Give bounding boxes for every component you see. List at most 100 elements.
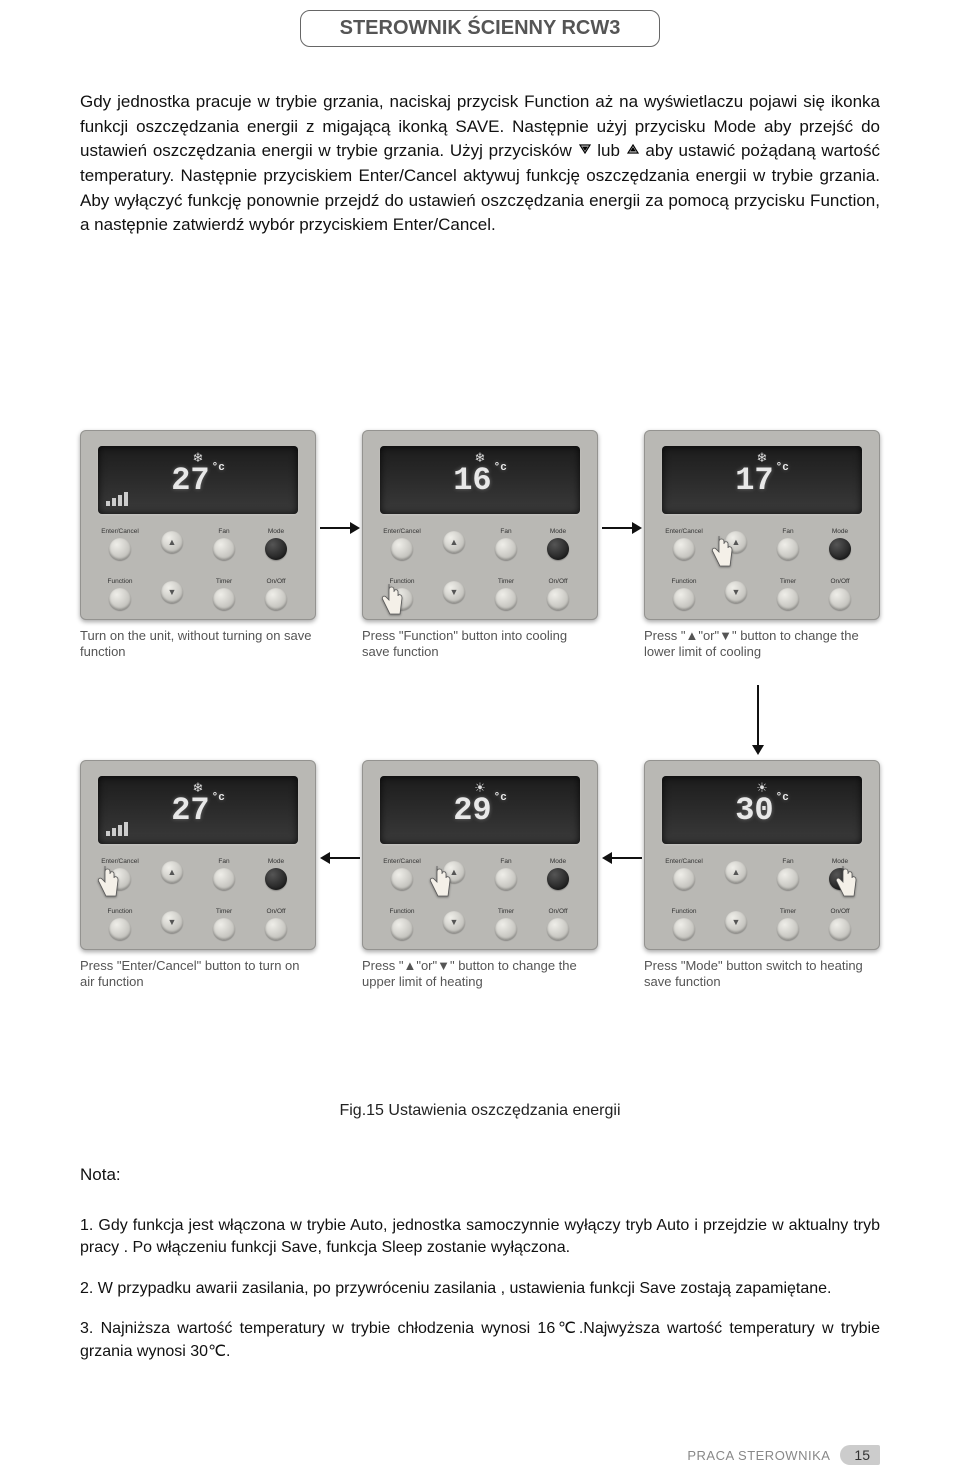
button-circle bbox=[109, 868, 131, 890]
controller-button: On/Off bbox=[254, 908, 298, 940]
page-header: STEROWNIK ŚCIENNY RCW3 bbox=[300, 10, 660, 47]
controller-button: ▲ bbox=[714, 858, 758, 890]
button-label: On/Off bbox=[266, 908, 285, 915]
panel-caption: Press "Function" button into cooling sav… bbox=[362, 628, 598, 661]
lcd-temp: 30 bbox=[735, 792, 789, 829]
controller-button: Fan bbox=[766, 528, 810, 560]
panel-caption: Press "Enter/Cancel" button to turn on a… bbox=[80, 958, 316, 991]
button-label: Mode bbox=[550, 858, 566, 865]
controller-button: On/Off bbox=[818, 908, 862, 940]
intro-text-b: lub bbox=[597, 141, 625, 160]
controller-image: ☀ 30 Enter/Cancel▲FanMode Function▼Timer… bbox=[644, 760, 880, 950]
panel-caption: Turn on the unit, without turning on sav… bbox=[80, 628, 316, 661]
panel-2: ❄ 16 Enter/Cancel▲FanMode Function▼Timer… bbox=[362, 430, 598, 661]
button-circle: ▼ bbox=[725, 581, 747, 603]
controller-button: Function bbox=[98, 578, 142, 610]
button-circle bbox=[391, 588, 413, 610]
lcd: ❄ 27 bbox=[98, 446, 298, 514]
snowflake-icon: ❄ bbox=[193, 450, 204, 466]
controller-button: Function bbox=[662, 578, 706, 610]
button-circle bbox=[829, 588, 851, 610]
controller-image: ❄ 27 Enter/Cancel▲FanMode Function▼Timer… bbox=[80, 430, 316, 620]
button-label: Function bbox=[672, 908, 697, 915]
controller-button: Function bbox=[380, 578, 424, 610]
button-label: Timer bbox=[780, 578, 796, 585]
nota-body: 1. Gdy funkcja jest włączona w trybie Au… bbox=[80, 1215, 880, 1381]
lcd: ❄ 17 bbox=[662, 446, 862, 514]
controller-button: On/Off bbox=[536, 908, 580, 940]
lcd-temp: 16 bbox=[453, 462, 507, 499]
button-circle bbox=[547, 538, 569, 560]
button-row-1: Enter/Cancel ▲Fan Mode bbox=[380, 528, 580, 560]
lcd: ☀ 30 bbox=[662, 776, 862, 844]
controller-button: Enter/Cancel bbox=[380, 528, 424, 560]
panel-6: ☀ 30 Enter/Cancel▲FanMode Function▼Timer… bbox=[644, 760, 880, 991]
lcd-temp: 29 bbox=[453, 792, 507, 829]
button-circle: ▼ bbox=[443, 581, 465, 603]
controller-button: Fan bbox=[202, 528, 246, 560]
controller-image: ❄ 16 Enter/Cancel▲FanMode Function▼Timer… bbox=[362, 430, 598, 620]
controller-image: ☀ 29 Enter/Cancel▲FanMode Function▼Timer… bbox=[362, 760, 598, 950]
button-label: Fan bbox=[782, 528, 793, 535]
figure-caption: Fig.15 Ustawienia oszczędzania energii bbox=[0, 1102, 960, 1120]
controller-button: Mode bbox=[818, 858, 862, 890]
button-label: On/Off bbox=[830, 908, 849, 915]
arrow-icon bbox=[320, 520, 360, 536]
button-circle bbox=[829, 868, 851, 890]
fan-bars-icon bbox=[106, 822, 128, 836]
button-row-1: Enter/Cancel▲FanMode bbox=[98, 528, 298, 560]
controller-button: ▲ bbox=[432, 528, 476, 560]
button-circle: ▼ bbox=[725, 911, 747, 933]
button-circle bbox=[391, 918, 413, 940]
button-row-2: Function ▼ Timer On/Off bbox=[662, 578, 862, 610]
sun-icon: ☀ bbox=[474, 780, 486, 796]
down-triangle-icon bbox=[578, 139, 592, 164]
page-footer: PRACA STEROWNIKA 15 bbox=[687, 1445, 880, 1465]
button-row-1: Enter/Cancel▲FanMode bbox=[662, 858, 862, 890]
button-label: Enter/Cancel bbox=[383, 858, 421, 865]
controller-button: Enter/Cancel bbox=[380, 858, 424, 890]
button-row-1: Enter/Cancel ▲ Fan Mode bbox=[380, 858, 580, 890]
controller-button: On/Off bbox=[536, 578, 580, 610]
arrow-icon bbox=[750, 685, 766, 755]
button-circle bbox=[495, 868, 517, 890]
button-label: Mode bbox=[832, 858, 848, 865]
controller-button: ▲ bbox=[714, 528, 758, 560]
button-label: Mode bbox=[550, 528, 566, 535]
controller-button: Enter/Cancel bbox=[98, 858, 142, 890]
button-label: Enter/Cancel bbox=[665, 858, 703, 865]
button-label: On/Off bbox=[830, 578, 849, 585]
lcd-temp: 27 bbox=[171, 792, 225, 829]
controller-button: ▲ bbox=[432, 858, 476, 890]
button-label: On/Off bbox=[548, 908, 567, 915]
intro-paragraph: Gdy jednostka pracuje w trybie grzania, … bbox=[80, 90, 880, 238]
controller-button: On/Off bbox=[254, 578, 298, 610]
controller-button: Timer bbox=[766, 578, 810, 610]
button-circle: ▲ bbox=[443, 861, 465, 883]
panel-1: ❄ 27 Enter/Cancel▲FanMode Function▼Timer… bbox=[80, 430, 316, 661]
button-circle bbox=[213, 588, 235, 610]
button-label: Enter/Cancel bbox=[101, 528, 139, 535]
controller-button: ▼ bbox=[432, 908, 476, 940]
controller-button: ▼ bbox=[150, 908, 194, 940]
controller-button: ▼ bbox=[714, 908, 758, 940]
snowflake-icon: ❄ bbox=[475, 450, 486, 466]
controller-button: ▼ bbox=[714, 578, 758, 610]
lcd: ❄ 27 bbox=[98, 776, 298, 844]
controller-button: Fan bbox=[484, 858, 528, 890]
button-circle bbox=[495, 538, 517, 560]
button-circle: ▼ bbox=[443, 911, 465, 933]
button-label: Timer bbox=[216, 908, 232, 915]
up-triangle-icon bbox=[626, 139, 640, 164]
button-circle bbox=[495, 918, 517, 940]
button-circle bbox=[777, 918, 799, 940]
footer-page-number: 15 bbox=[840, 1445, 880, 1465]
controller-button: Timer bbox=[202, 578, 246, 610]
button-circle bbox=[213, 868, 235, 890]
button-circle bbox=[547, 588, 569, 610]
controller-button: Fan bbox=[484, 528, 528, 560]
controller-image: ❄ 17 Enter/Cancel▲FanMode Function▼Timer… bbox=[644, 430, 880, 620]
button-label: Enter/Cancel bbox=[383, 528, 421, 535]
controller-button: Timer bbox=[202, 908, 246, 940]
arrow-icon bbox=[602, 520, 642, 536]
